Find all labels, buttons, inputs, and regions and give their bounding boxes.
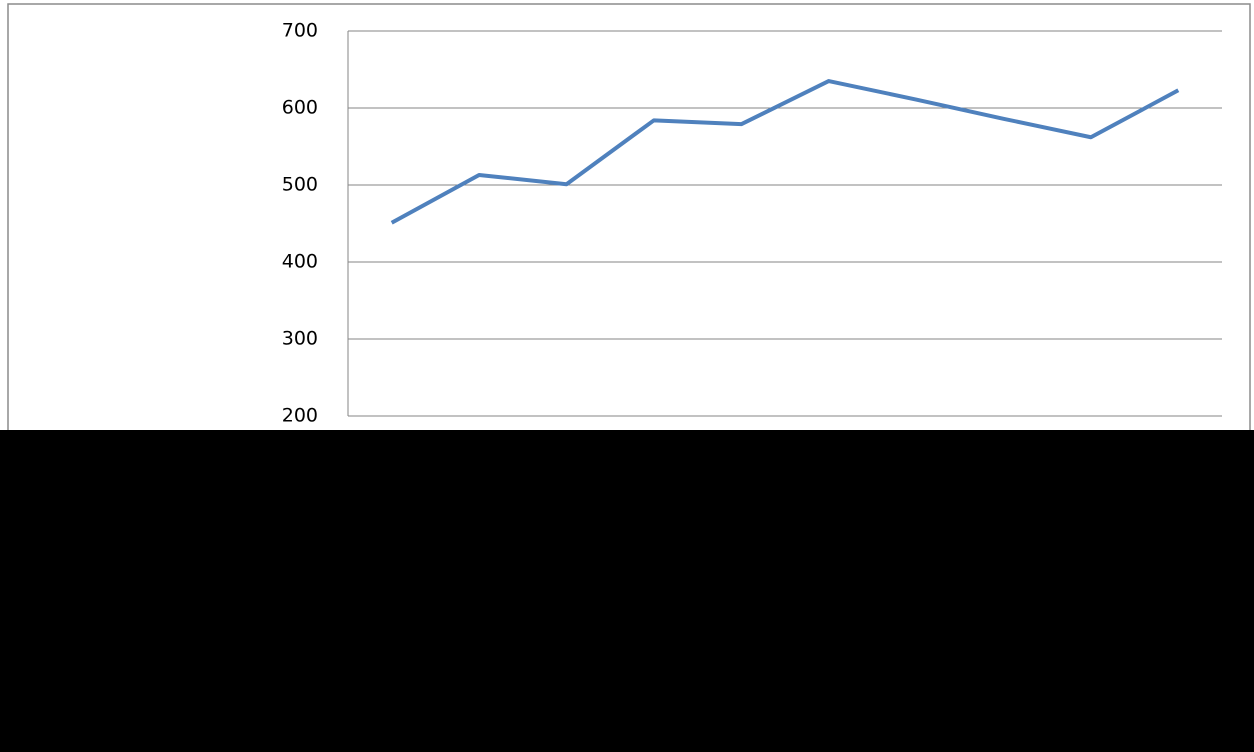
y-tick-label: 600 (282, 97, 318, 119)
plot-area: 200 300 400 500 600 700 (282, 20, 1222, 427)
y-tick-label: 500 (282, 174, 318, 196)
y-tick-label: 400 (282, 251, 318, 273)
y-tick-label: 700 (282, 20, 318, 42)
line-series (390, 79, 1180, 225)
y-tick-label: 200 (282, 405, 318, 427)
corrupted-region (0, 430, 1254, 752)
y-tick-label: 300 (282, 328, 318, 350)
